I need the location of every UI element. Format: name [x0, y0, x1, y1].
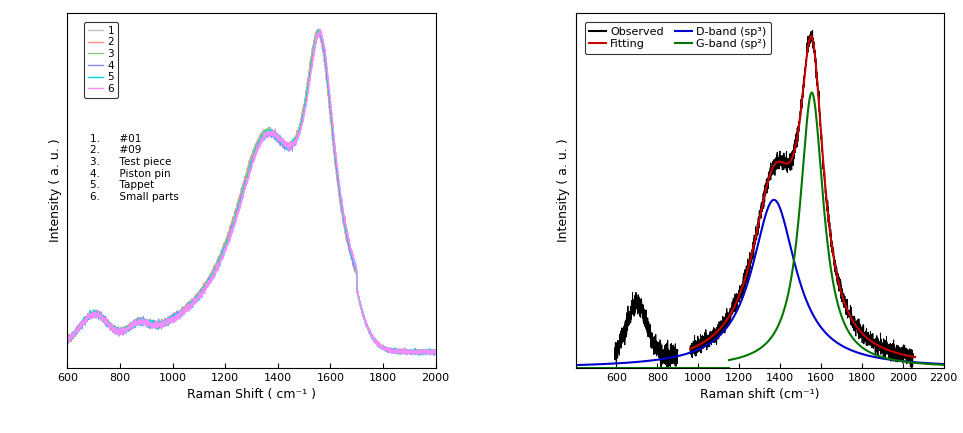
- Text: 1.      #01
2.      #09
3.      Test piece
4.      Piston pin
5.      Tappet
6. : 1. #01 2. #09 3. Test piece 4. Piston pi…: [90, 134, 178, 202]
- Legend: Observed, Fitting, D-band (sp³), G-band (sp²): Observed, Fitting, D-band (sp³), G-band …: [585, 22, 770, 54]
- Legend: 1, 2, 3, 4, 5, 6: 1, 2, 3, 4, 5, 6: [84, 22, 118, 98]
- Y-axis label: Intensity ( a. u. ): Intensity ( a. u. ): [557, 139, 570, 242]
- X-axis label: Raman shift (cm⁻¹): Raman shift (cm⁻¹): [700, 388, 820, 401]
- X-axis label: Raman Shift ( cm⁻¹ ): Raman Shift ( cm⁻¹ ): [187, 388, 316, 401]
- Y-axis label: Intensity ( a. u. ): Intensity ( a. u. ): [49, 139, 62, 242]
